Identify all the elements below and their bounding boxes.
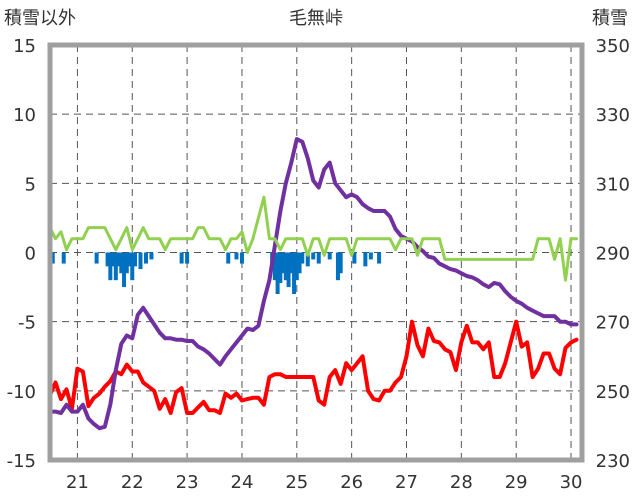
snowfall-bar xyxy=(272,252,277,281)
y-right-tick-label: 330 xyxy=(596,105,630,126)
snowfall-bar xyxy=(278,252,283,283)
snowfall-bar xyxy=(226,252,231,264)
snowfall-bar xyxy=(281,252,286,274)
snowfall-bar xyxy=(297,252,302,274)
snowfall-bars xyxy=(50,252,382,294)
y-left-tick-label: 0 xyxy=(25,244,36,265)
y-right-tick-label: 290 xyxy=(596,244,630,265)
x-tick-label: 28 xyxy=(450,472,473,493)
x-tick-label: 29 xyxy=(505,472,528,493)
snowfall-bar xyxy=(94,252,99,264)
y-right-label: 積雪 xyxy=(592,8,628,29)
y-left-tick-label: 15 xyxy=(13,36,36,57)
snowfall-bar xyxy=(300,252,305,264)
snowfall-bar xyxy=(289,252,294,274)
snowfall-bar xyxy=(286,252,291,288)
snowfall-bar xyxy=(283,252,288,281)
y-left-tick-label: -15 xyxy=(7,451,36,472)
snowfall-bar xyxy=(234,252,239,260)
snowfall-bar xyxy=(311,252,316,260)
series-line-purple xyxy=(48,137,579,431)
snowfall-bar xyxy=(352,252,357,264)
y-left-tick-label: 5 xyxy=(25,174,36,195)
y-right-tick-label: 350 xyxy=(596,36,630,57)
snowfall-bar xyxy=(116,252,121,267)
snowfall-bar xyxy=(368,252,373,260)
x-tick-label: 23 xyxy=(176,472,199,493)
snowfall-bar xyxy=(61,252,66,264)
x-tick-label: 30 xyxy=(560,472,583,493)
snowfall-bar xyxy=(108,252,113,281)
snowfall-bar xyxy=(377,252,382,264)
snowfall-bar xyxy=(124,252,129,274)
series-line-red xyxy=(48,319,579,415)
y-left-label: 積雪以外 xyxy=(4,8,76,29)
snowfall-bar xyxy=(105,252,110,267)
x-tick-label: 22 xyxy=(121,472,144,493)
x-tick-label: 25 xyxy=(285,472,308,493)
plot-frame xyxy=(47,42,585,463)
snowfall-bar xyxy=(138,252,143,270)
snowfall-bar xyxy=(305,252,310,267)
x-tick-label: 21 xyxy=(66,472,89,493)
chart-title: 毛無峠 xyxy=(289,8,343,29)
snowfall-bar xyxy=(119,252,124,274)
y-right-tick-label: 230 xyxy=(596,451,630,472)
y-left-tick-label: -5 xyxy=(18,313,36,334)
snowfall-bar xyxy=(143,252,148,264)
snowfall-bar xyxy=(363,252,368,267)
snowfall-bar xyxy=(185,252,190,264)
snowfall-bar xyxy=(133,252,138,267)
snowfall-bar xyxy=(294,252,299,281)
x-tick-label: 27 xyxy=(395,472,418,493)
y-right-tick-label: 250 xyxy=(596,382,630,403)
snowfall-bar xyxy=(335,252,340,281)
x-tick-label: 24 xyxy=(231,472,254,493)
snowfall-bar xyxy=(275,252,280,294)
snowfall-bar xyxy=(327,252,332,260)
y-left-tick-label: 10 xyxy=(13,105,36,126)
tick-labels: 15 350 10 330 5 310 0 290 -5 270 -10 250 -15 230 21 22 2… xyxy=(7,36,630,493)
y-left-tick-label: -10 xyxy=(7,382,36,403)
y-right-tick-label: 270 xyxy=(596,313,630,334)
snowfall-bar xyxy=(111,252,116,267)
series-line-green xyxy=(48,195,578,282)
snowfall-bar xyxy=(338,252,343,274)
x-tick-label: 26 xyxy=(340,472,363,493)
snowfall-bar xyxy=(122,252,127,288)
snowfall-bar xyxy=(316,252,321,264)
snowfall-bar xyxy=(50,252,55,264)
snowfall-bar xyxy=(239,252,244,264)
series-lines xyxy=(48,137,579,431)
snowfall-bar xyxy=(292,252,297,294)
snowfall-bar xyxy=(149,252,154,260)
snowfall-bar xyxy=(127,252,132,267)
snowfall-bar xyxy=(130,252,135,281)
snowfall-bar xyxy=(113,252,118,281)
snowfall-bar xyxy=(179,252,184,264)
y-right-tick-label: 310 xyxy=(596,174,630,195)
